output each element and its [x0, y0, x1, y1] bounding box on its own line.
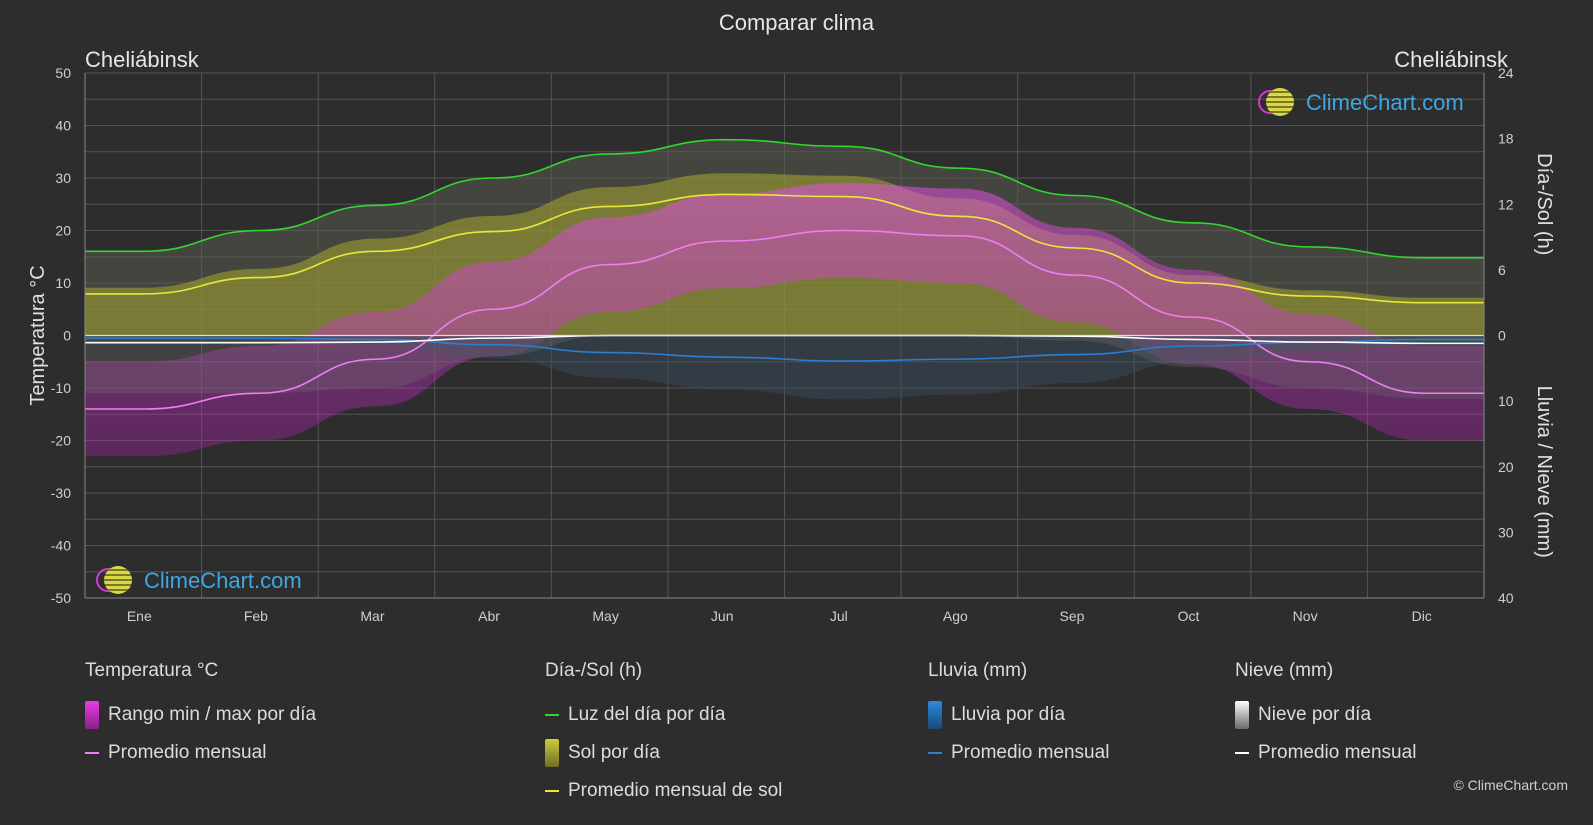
- legend-temp-avg: Promedio mensual: [85, 734, 316, 772]
- legend-rain-header: Lluvia (mm): [928, 660, 1028, 681]
- left-tick-label: -10: [51, 380, 71, 396]
- left-tick-label: -40: [51, 538, 71, 554]
- right-top-tick-label: 6: [1498, 262, 1506, 278]
- left-tick-label: -30: [51, 485, 71, 501]
- left-tick-label: 40: [55, 118, 71, 134]
- left-tick-label: 10: [55, 275, 71, 291]
- rain-avg-line: [85, 337, 1484, 362]
- legend-snow-day-label: Nieve por día: [1258, 704, 1372, 725]
- legend-sun-day: Sol por día: [545, 734, 782, 772]
- temp-range-swatch: [85, 701, 99, 729]
- month-label: Jun: [711, 608, 734, 624]
- temp-avg-swatch: [85, 752, 99, 754]
- legend-temp-range: Rango min / max por día: [85, 696, 316, 734]
- chart-lines: [85, 138, 1484, 410]
- city-right-label: Cheliábinsk: [1394, 47, 1508, 72]
- snow-area: [85, 335, 1484, 399]
- daylight-line: [85, 138, 1484, 259]
- legend-sun-avg-label: Promedio mensual de sol: [568, 780, 783, 801]
- legend-rain-day-label: Lluvia por día: [951, 704, 1066, 725]
- legend-temp-header: Temperatura °C: [85, 660, 219, 681]
- logo-top-right[interactable]: ClimeChart.com: [1258, 88, 1464, 118]
- rain-swatch: [928, 701, 942, 729]
- chart-fills: [85, 139, 1484, 457]
- logo-bottom-left[interactable]: ClimeChart.com: [96, 566, 302, 596]
- legend-temp-range-label: Rango min / max por día: [108, 704, 317, 725]
- legend-rain-avg: Promedio mensual: [928, 734, 1109, 772]
- legend-temperature: Temperatura °C Rango min / max por día P…: [85, 660, 316, 772]
- legend-sun-avg: Promedio mensual de sol: [545, 772, 782, 810]
- legend-rain: Lluvia (mm) Lluvia por día Promedio mens…: [928, 660, 1109, 772]
- sun-swatch: [545, 739, 559, 767]
- sun-avg-line: [85, 193, 1484, 304]
- left-tick-label: 30: [55, 170, 71, 186]
- rain-avg-swatch: [928, 752, 942, 754]
- legend-sun-label: Sol por día: [568, 742, 660, 763]
- copyright: © ClimeChart.com: [1453, 777, 1568, 793]
- legend-sun-header: Día-/Sol (h): [545, 660, 643, 681]
- snow-swatch: [1235, 701, 1249, 729]
- right-axis-top-title: Día-/Sol (h): [1533, 153, 1555, 255]
- month-label: Mar: [360, 608, 384, 624]
- month-label: Jul: [830, 608, 848, 624]
- logo-text: ClimeChart.com: [144, 568, 302, 593]
- snow-avg-swatch: [1235, 752, 1249, 754]
- chart-axes: 50 40 30 20 10 0 -10 -20 -30 -40 -50 24 18 12 6 0 10 20 30…: [27, 65, 1555, 624]
- logo-text: ClimeChart.com: [1306, 90, 1464, 115]
- month-label: Sep: [1059, 608, 1084, 624]
- month-label: Nov: [1293, 608, 1318, 624]
- month-label: Abr: [478, 608, 500, 624]
- legend-snow-avg: Promedio mensual: [1235, 734, 1416, 772]
- month-label: Dic: [1412, 608, 1432, 624]
- legend-daylight-label: Luz del día por día: [568, 704, 726, 725]
- legend-snow: Nieve (mm) Nieve por día Promedio mensua…: [1235, 660, 1416, 772]
- month-label: May: [592, 608, 618, 624]
- left-tick-label: -20: [51, 433, 71, 449]
- logo-icon: [96, 566, 132, 596]
- rain-area: [85, 335, 1484, 400]
- right-top-tick-label: 24: [1498, 65, 1514, 81]
- month-label: Feb: [244, 608, 268, 624]
- city-left-label: Cheliábinsk: [85, 47, 199, 72]
- chart-title: Comparar clima: [718, 10, 875, 35]
- sun-avg-swatch: [545, 790, 559, 792]
- legend-rain-avg-label: Promedio mensual: [951, 742, 1110, 763]
- left-tick-label: -50: [51, 590, 71, 606]
- logo-icon: [1258, 88, 1294, 118]
- legend-temp-avg-label: Promedio mensual: [108, 742, 267, 763]
- right-top-tick-label: 12: [1498, 196, 1514, 212]
- right-top-tick-label: 18: [1498, 131, 1514, 147]
- left-tick-label: 20: [55, 223, 71, 239]
- legend-snow-avg-label: Promedio mensual: [1258, 742, 1417, 763]
- left-tick-label: 50: [55, 65, 71, 81]
- legend-rain-day: Lluvia por día: [928, 696, 1109, 734]
- left-tick-label: 0: [63, 328, 71, 344]
- temp-range-band: [85, 183, 1484, 457]
- right-bottom-tick-label: 10: [1498, 393, 1514, 409]
- legend-sun: Día-/Sol (h) Luz del día por día Sol por…: [545, 660, 782, 810]
- month-label: Oct: [1178, 608, 1200, 624]
- month-label: Ago: [943, 608, 968, 624]
- right-axis-bottom-title: Lluvia / Nieve (mm): [1533, 386, 1555, 558]
- month-label: Ene: [127, 608, 152, 624]
- right-top-tick-label: 0: [1498, 328, 1506, 344]
- daylight-swatch: [545, 714, 559, 716]
- legend-snow-header: Nieve (mm): [1235, 660, 1334, 681]
- temp-avg-line: [85, 229, 1484, 410]
- legend-daylight: Luz del día por día: [545, 696, 782, 734]
- right-bottom-tick-label: 20: [1498, 459, 1514, 475]
- right-bottom-tick-label: 30: [1498, 524, 1514, 540]
- legend-snow-day: Nieve por día: [1235, 696, 1416, 734]
- left-axis-title: Temperatura °C: [27, 265, 49, 405]
- right-bottom-tick-label: 40: [1498, 590, 1514, 606]
